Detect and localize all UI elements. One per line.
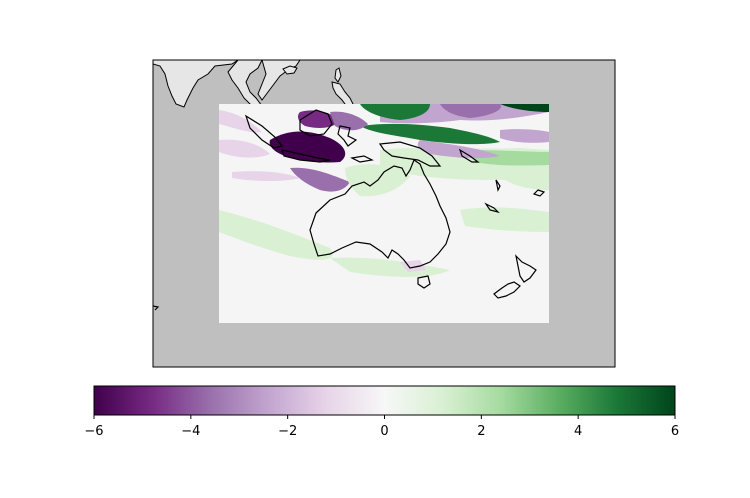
data-patch bbox=[417, 140, 500, 159]
sumatra-coastline bbox=[244, 114, 284, 149]
colorbar-tick-label: −6 bbox=[84, 424, 103, 439]
data-patch bbox=[500, 129, 549, 143]
hainan-land bbox=[282, 65, 298, 75]
timor-coastline bbox=[350, 155, 374, 163]
fiji-coastline bbox=[532, 189, 546, 197]
tasmania-coastline bbox=[417, 275, 431, 289]
data-patch bbox=[269, 131, 346, 163]
data-patch bbox=[500, 104, 549, 112]
asia-land bbox=[153, 60, 239, 108]
data-patch bbox=[440, 104, 501, 118]
data-patch bbox=[219, 110, 262, 133]
map-panel bbox=[153, 60, 615, 367]
data-patch bbox=[360, 123, 500, 145]
colorbar-tick-label: 4 bbox=[574, 424, 582, 439]
colorbar-ticks: −6 −4 −2 0 2 4 6 bbox=[84, 415, 679, 439]
colorbar-gradient bbox=[93, 385, 676, 416]
colorbar-tick-label: −4 bbox=[181, 424, 200, 439]
taiwan-land bbox=[334, 67, 342, 83]
vanuatu-coastline bbox=[495, 179, 501, 192]
data-patch bbox=[232, 171, 300, 181]
australia-coastline bbox=[309, 159, 451, 269]
sulawesi-coastline bbox=[337, 125, 358, 147]
java-coastline bbox=[281, 149, 331, 163]
new-caledonia-coastline bbox=[484, 202, 500, 214]
map-frame bbox=[152, 59, 616, 368]
new-zealand-north-coastline bbox=[515, 254, 537, 283]
data-patch bbox=[219, 210, 333, 260]
new-guinea-coastline bbox=[378, 141, 442, 167]
data-patch bbox=[330, 257, 450, 277]
data-field bbox=[219, 104, 549, 277]
colorbar-tick-label: 6 bbox=[671, 424, 679, 439]
colorbar-tick-label: −2 bbox=[278, 424, 297, 439]
data-patch bbox=[360, 104, 430, 120]
solomon-islands-coastline bbox=[458, 148, 480, 163]
colorbar-tick-label: 2 bbox=[477, 424, 485, 439]
new-zealand-south-coastline bbox=[493, 281, 521, 299]
colorbar: −6 −4 −2 0 2 4 6 bbox=[84, 385, 679, 439]
data-patch bbox=[219, 139, 270, 158]
west-coast-islet bbox=[153, 305, 160, 311]
coastlines bbox=[153, 109, 546, 311]
colorbar-tick-label: 0 bbox=[380, 424, 388, 439]
data-patch bbox=[290, 167, 350, 192]
china-coast-land bbox=[257, 60, 301, 101]
borneo-coastline bbox=[299, 109, 333, 137]
data-patch bbox=[500, 168, 549, 190]
data-patch bbox=[460, 207, 549, 232]
